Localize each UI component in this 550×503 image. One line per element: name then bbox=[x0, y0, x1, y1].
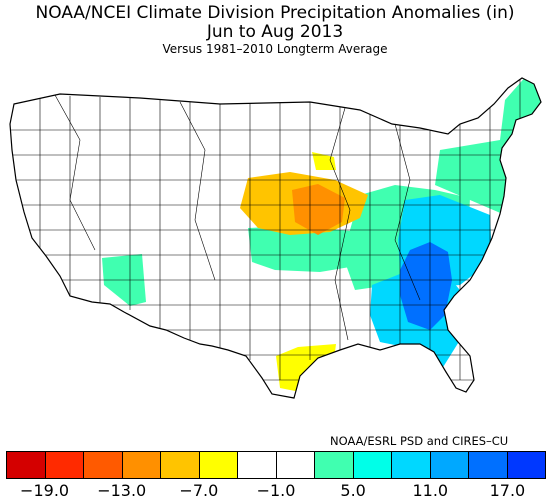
legend-swatch bbox=[315, 452, 354, 478]
us-precip-map bbox=[9, 77, 542, 399]
legend-swatch bbox=[161, 452, 200, 478]
legend-swatch bbox=[392, 452, 431, 478]
legend-swatch bbox=[276, 452, 315, 478]
map-baseline: Versus 1981–2010 Longterm Average bbox=[162, 42, 388, 56]
legend-swatch bbox=[45, 452, 84, 478]
legend-tick-label: 11.0 bbox=[412, 481, 449, 500]
legend-swatch bbox=[7, 452, 46, 478]
us-outline bbox=[9, 77, 542, 399]
legend-tick-label: −13.0 bbox=[97, 481, 147, 500]
legend-swatch bbox=[199, 452, 238, 478]
map-title: NOAA/NCEI Climate Division Precipitation… bbox=[35, 3, 515, 23]
legend-swatch bbox=[238, 452, 277, 478]
legend-swatch bbox=[507, 452, 545, 478]
climate-division-grid bbox=[10, 78, 541, 381]
legend-colorbar bbox=[6, 451, 546, 479]
anomaly-fill-layer bbox=[10, 78, 541, 398]
legend-tick-label: 5.0 bbox=[340, 481, 366, 500]
legend-tick-labels: −19.0 −13.0 −7.0 −1.0 5.0 11.0 17.0 bbox=[0, 481, 550, 503]
legend-tick-label: −19.0 bbox=[20, 481, 70, 500]
legend-swatch bbox=[122, 452, 161, 478]
legend-swatch bbox=[430, 452, 469, 478]
legend-tick-label: −7.0 bbox=[179, 481, 219, 500]
map-region bbox=[400, 242, 452, 330]
legend-tick-label: −1.0 bbox=[256, 481, 296, 500]
map-region bbox=[248, 226, 362, 272]
credit-label: NOAA/ESRL PSD and CIRES–CU bbox=[330, 434, 509, 448]
map-region bbox=[312, 152, 336, 170]
legend-swatch bbox=[469, 452, 508, 478]
map-period: Jun to Aug 2013 bbox=[206, 22, 344, 42]
map-region bbox=[292, 184, 345, 235]
legend-swatch bbox=[84, 452, 123, 478]
legend-swatch bbox=[353, 452, 392, 478]
legend-tick-label: 17.0 bbox=[489, 481, 526, 500]
